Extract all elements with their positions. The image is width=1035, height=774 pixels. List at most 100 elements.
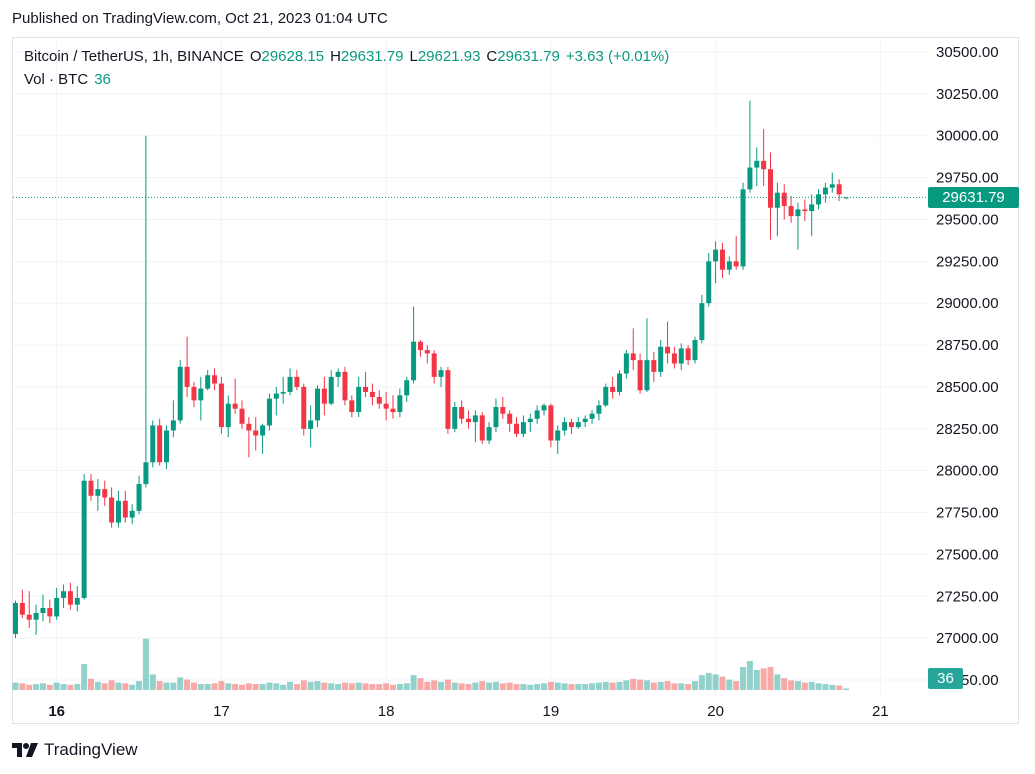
- candle-body: [266, 398, 272, 426]
- volume-bar: [541, 683, 547, 690]
- published-caption: Published on TradingView.com, Oct 21, 20…: [12, 10, 388, 27]
- volume-bar: [444, 679, 451, 690]
- candle-body: [260, 425, 266, 436]
- volume-bar: [664, 681, 671, 690]
- volume-bar: [190, 682, 197, 690]
- candle-body: [88, 480, 94, 496]
- candle-body: [527, 418, 533, 423]
- volume-bar: [12, 682, 19, 690]
- candle-body: [644, 360, 650, 391]
- volume-bar: [108, 680, 115, 690]
- volume-bar: [568, 684, 575, 690]
- candle-body: [768, 169, 773, 208]
- volume-bar: [417, 678, 424, 690]
- candle-body: [589, 413, 595, 419]
- close-label: C: [486, 48, 498, 65]
- candle-body: [129, 510, 135, 518]
- candle-body: [95, 489, 101, 496]
- low-label: L: [409, 48, 418, 65]
- candle-body: [143, 462, 149, 485]
- candle-body: [404, 380, 410, 396]
- tradingview-logo[interactable]: TradingView: [12, 740, 138, 760]
- volume-bar: [94, 681, 101, 690]
- candle-body: [218, 383, 224, 428]
- volume-bar: [582, 684, 589, 690]
- volume-bar: [26, 684, 33, 690]
- candle-body: [383, 403, 389, 409]
- volume-bar: [589, 683, 596, 690]
- volume-bar: [170, 682, 177, 690]
- candle-body: [452, 407, 458, 429]
- candle-body: [726, 261, 732, 270]
- volume-bar: [122, 683, 129, 690]
- candle-body: [390, 408, 396, 413]
- volume-bar: [760, 668, 767, 690]
- candle-body: [713, 249, 719, 262]
- brand-label: TradingView: [44, 740, 138, 759]
- candle-body: [781, 192, 787, 207]
- candle-body: [239, 408, 245, 424]
- x-tick-label: 19: [543, 703, 560, 720]
- candle-body: [740, 189, 746, 267]
- volume-bar: [767, 666, 774, 690]
- candle-body: [754, 160, 760, 168]
- candle-body: [548, 405, 554, 441]
- volume-bar: [362, 683, 369, 690]
- candle-body: [81, 480, 87, 598]
- volume-bar: [39, 683, 46, 690]
- candle-body: [308, 420, 314, 429]
- candle-body: [596, 405, 602, 414]
- candle-body: [829, 184, 835, 188]
- candle-body: [562, 422, 568, 431]
- volume-bar: [46, 684, 53, 690]
- candle-body: [67, 591, 73, 605]
- symbol-label[interactable]: Bitcoin / TetherUS, 1h, BINANCE: [24, 48, 244, 65]
- candle-body: [788, 206, 794, 217]
- volume-bar: [232, 684, 239, 690]
- volume-bar: [458, 683, 465, 690]
- volume-label[interactable]: Vol · BTC: [24, 71, 89, 88]
- candle-body: [472, 415, 478, 423]
- volume-bar: [321, 682, 328, 690]
- volume-bar: [328, 683, 335, 690]
- candle-body: [184, 366, 190, 387]
- candle-body: [816, 194, 822, 205]
- candle-body: [671, 353, 677, 364]
- volume-bar: [843, 688, 849, 690]
- volume-bar: [547, 681, 554, 690]
- volume-bar: [506, 682, 513, 690]
- candle-body: [836, 184, 842, 195]
- candle-body: [445, 370, 451, 429]
- candle-body: [637, 360, 643, 391]
- candle-body: [719, 249, 725, 270]
- x-tick-label: 21: [872, 703, 889, 720]
- candle-body: [761, 160, 767, 170]
- volume-bar: [774, 674, 781, 690]
- candle-body: [774, 192, 780, 208]
- candle-body: [665, 346, 671, 354]
- candle-body: [19, 602, 25, 615]
- volume-bar: [33, 684, 40, 690]
- candle-body: [74, 597, 80, 605]
- y-tick-label: 30250.00: [936, 86, 999, 103]
- volume-bar: [81, 664, 88, 690]
- candle-body: [356, 386, 362, 413]
- x-tick-label: 20: [707, 703, 724, 720]
- y-tick-label: 27500.00: [936, 546, 999, 563]
- candle-body: [246, 423, 252, 431]
- candle-body: [438, 370, 444, 377]
- volume-bar: [341, 682, 348, 690]
- y-tick-label: 29250.00: [936, 253, 999, 270]
- open-label: O: [249, 48, 262, 65]
- candle-body: [466, 418, 471, 423]
- candle-body: [150, 425, 156, 463]
- volume-bar: [101, 683, 108, 690]
- volume-bar: [424, 681, 431, 690]
- volume-bar: [431, 680, 438, 690]
- candle-body: [699, 303, 705, 341]
- candle-body: [431, 353, 437, 377]
- y-tick-label: 27750.00: [936, 505, 999, 522]
- volume-bar: [451, 682, 458, 690]
- y-tick-label: 27000.00: [936, 630, 999, 647]
